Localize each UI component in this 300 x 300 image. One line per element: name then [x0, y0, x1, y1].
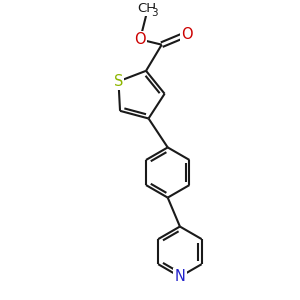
Text: 3: 3 — [152, 8, 158, 18]
Text: N: N — [175, 269, 185, 284]
Text: S: S — [114, 74, 123, 89]
Text: CH: CH — [137, 2, 157, 15]
Text: O: O — [181, 27, 193, 42]
Text: O: O — [134, 32, 146, 47]
